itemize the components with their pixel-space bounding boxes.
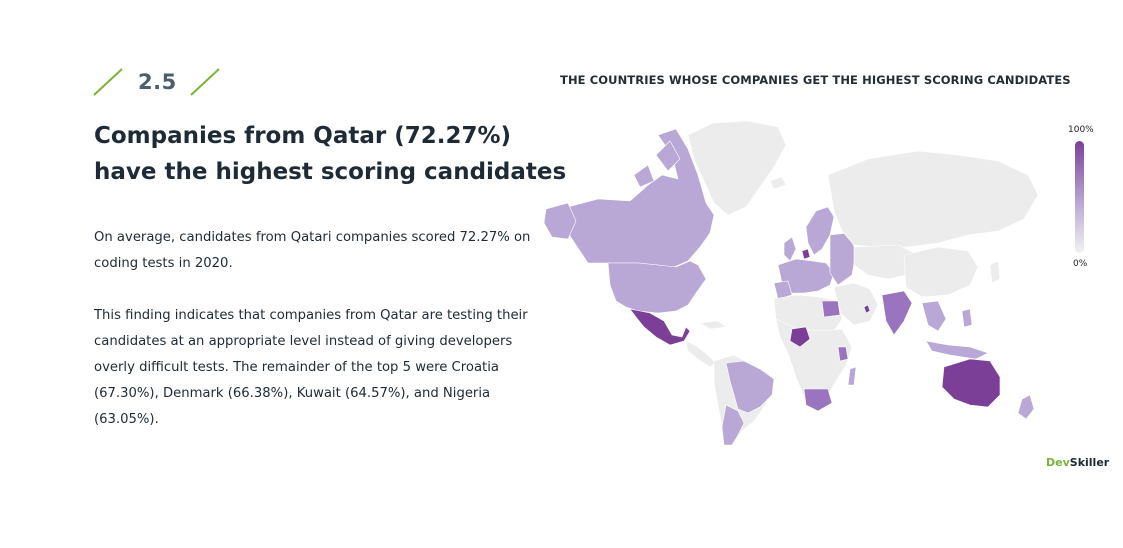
legend-gradient-bar (1075, 141, 1084, 253)
legend-min-label: 0% (1073, 259, 1088, 269)
slash-decoration-icon (93, 68, 123, 96)
paragraph-detail: This finding indicates that companies fr… (94, 308, 528, 427)
logo-part-dev: Dev (1046, 456, 1070, 469)
caribbean (699, 320, 727, 330)
headline-line-1: Companies from Qatar (72.27%) (94, 123, 512, 149)
united-states (607, 260, 707, 314)
united-kingdom (783, 236, 797, 262)
indonesia (925, 340, 989, 360)
legend-max-label: 100% (1068, 125, 1094, 135)
mexico (629, 308, 691, 346)
middle-east (833, 282, 879, 326)
world-map (538, 115, 1053, 445)
kenya (837, 346, 849, 362)
world-map-svg (543, 120, 1039, 445)
central-asia (853, 244, 919, 280)
china (903, 246, 979, 298)
map-legend: 100% 0% (1062, 124, 1102, 274)
brazil (725, 360, 775, 414)
qatar (863, 304, 871, 314)
arctic-islands (633, 140, 681, 188)
india (881, 290, 913, 336)
philippines (961, 308, 973, 328)
iceland (769, 176, 787, 190)
headline-line-2: have the highest scoring candidates (94, 159, 567, 185)
alaska (543, 202, 577, 240)
madagascar (847, 366, 857, 386)
nigeria (789, 326, 811, 348)
southeast-asia (921, 300, 947, 332)
logo-part-skiller: Skiller (1069, 456, 1110, 469)
headline: Companies from Qatar (72.27%) have the h… (94, 118, 567, 190)
argentina (721, 404, 745, 445)
canada (563, 128, 715, 268)
slash-decoration-icon (190, 68, 220, 96)
paragraph-summary: On average, candidates from Qatari compa… (94, 230, 531, 271)
south-africa (803, 388, 833, 412)
japan (989, 260, 1001, 284)
devskiller-logo: DevSkiller (1046, 456, 1109, 469)
section-number: 2.5 (92, 64, 223, 100)
iberia (773, 280, 793, 300)
russia (827, 150, 1039, 248)
australia (941, 358, 1001, 408)
egypt (821, 300, 841, 318)
central-america (685, 340, 717, 368)
greenland (687, 120, 787, 216)
new-zealand (1017, 394, 1035, 420)
map-title: THE COUNTRIES WHOSE COMPANIES GET THE HI… (560, 73, 1071, 87)
section-number-label: 2.5 (138, 70, 177, 94)
denmark (801, 248, 811, 260)
